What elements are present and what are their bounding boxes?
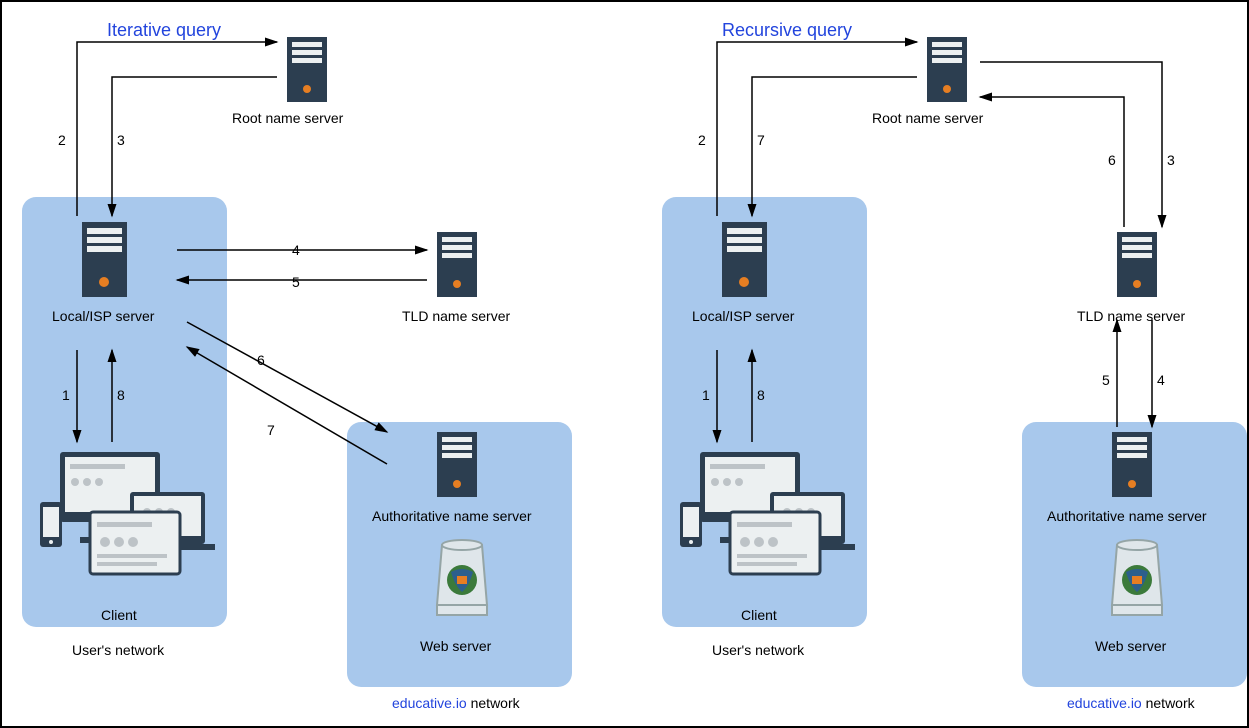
step-number-8: 8 [757,387,765,403]
arrow-step-7 [752,77,917,216]
edu-net-rest2: network [1142,695,1195,711]
recursive-auth-label: Authoritative name server [1047,508,1207,524]
step-number-2: 2 [58,132,66,148]
recursive-auth-server-icon [1107,432,1157,502]
recursive-client-label: Client [741,607,777,623]
recursive-tld-label: TLD name server [1077,308,1185,324]
step-number-6: 6 [1108,152,1116,168]
dns-diagram: Iterative query Recursive query Root nam… [0,0,1249,728]
iterative-tld-server-icon [432,232,482,302]
recursive-root-server-icon [922,37,972,107]
iterative-local-server-icon [77,222,132,302]
step-number-1: 1 [702,387,710,403]
recursive-web-label: Web server [1095,638,1166,654]
recursive-local-server-icon [717,222,772,302]
recursive-local-label: Local/ISP server [692,308,794,324]
step-number-5: 5 [292,274,300,290]
step-number-6: 6 [257,352,265,368]
step-number-1: 1 [62,387,70,403]
iterative-web-label: Web server [420,638,491,654]
iterative-root-label: Root name server [232,110,343,126]
recursive-root-label: Root name server [872,110,983,126]
recursive-web-server-icon [1102,530,1172,630]
step-number-4: 4 [292,242,300,258]
recursive-title: Recursive query [722,20,852,41]
iterative-edu-net-label: educative.io network [392,695,520,711]
arrow-step-6 [980,97,1124,227]
arrow-step-2 [717,42,917,216]
iterative-auth-label: Authoritative name server [372,508,532,524]
iterative-root-server-icon [282,37,332,107]
iterative-client-label: Client [101,607,137,623]
step-number-3: 3 [1167,152,1175,168]
recursive-client-devices-icon [675,442,855,602]
iterative-client-devices-icon [35,442,215,602]
step-number-7: 7 [757,132,765,148]
iterative-web-server-icon [427,530,497,630]
recursive-tld-server-icon [1112,232,1162,302]
iterative-tld-label: TLD name server [402,308,510,324]
edu-net-rest: network [467,695,520,711]
iterative-user-net-label: User's network [72,642,164,658]
step-number-4: 4 [1157,372,1165,388]
iterative-local-label: Local/ISP server [52,308,154,324]
step-number-2: 2 [698,132,706,148]
iterative-auth-server-icon [432,432,482,502]
step-number-3: 3 [117,132,125,148]
arrow-step-3 [980,62,1162,227]
step-number-7: 7 [267,422,275,438]
step-number-8: 8 [117,387,125,403]
iterative-title: Iterative query [107,20,221,41]
step-number-5: 5 [1102,372,1110,388]
arrow-step-3 [112,77,277,216]
arrow-step-2 [77,42,277,216]
recursive-user-net-label: User's network [712,642,804,658]
recursive-edu-net-label: educative.io network [1067,695,1195,711]
edu-domain-text2: educative.io [1067,695,1142,711]
edu-domain-text: educative.io [392,695,467,711]
